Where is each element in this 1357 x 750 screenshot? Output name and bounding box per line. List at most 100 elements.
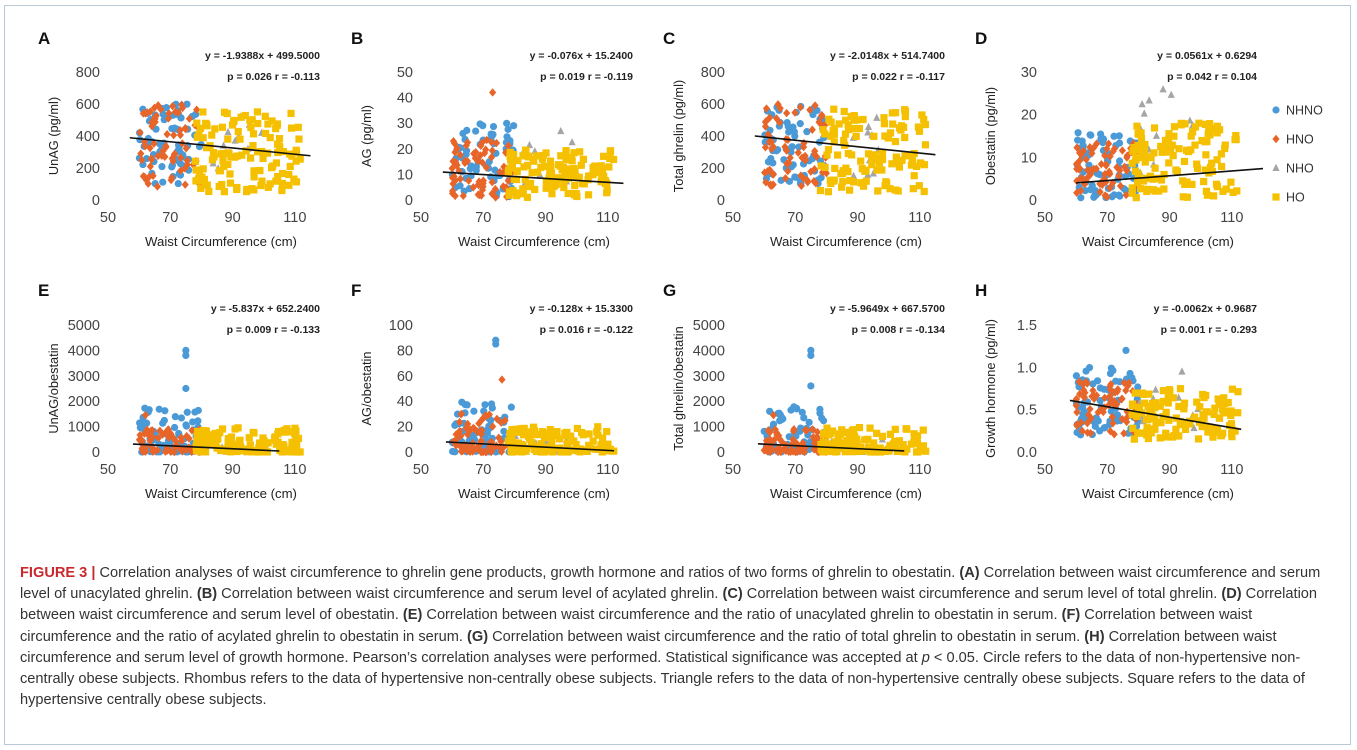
point-hno: [1079, 146, 1088, 156]
point-ho: [901, 133, 909, 142]
point-ho: [226, 179, 235, 187]
point-ho: [921, 120, 930, 129]
point-ho: [250, 186, 258, 194]
x-axis-label-h: Waist Circumference (cm): [1082, 486, 1234, 501]
point-hno: [791, 108, 799, 117]
point-ho: [891, 437, 899, 445]
point-hno: [491, 184, 499, 194]
point-hno: [810, 445, 818, 454]
panel-letter-a: A: [38, 29, 50, 48]
point-ho: [256, 166, 264, 175]
point-ho: [869, 156, 877, 164]
point-hno: [138, 155, 146, 165]
point-ho: [262, 129, 270, 138]
point-ho: [921, 141, 930, 149]
point-ho: [567, 432, 575, 440]
point-ho: [570, 446, 578, 454]
point-hno: [1096, 187, 1104, 197]
point-hno: [475, 419, 483, 428]
point-ho: [1134, 142, 1142, 150]
point-ho: [1193, 164, 1202, 172]
point-ho: [209, 149, 218, 157]
point-ho: [1219, 187, 1227, 195]
point-ho: [230, 116, 238, 125]
point-ho: [589, 437, 597, 445]
point-nhno: [1078, 137, 1086, 145]
caption-text-h: Correlation between waist circumference …: [20, 628, 1277, 666]
point-nhno: [789, 123, 797, 131]
point-hno: [450, 172, 458, 181]
point-ho: [901, 152, 909, 160]
y-tick-label-e: 3000: [68, 369, 100, 385]
x-axis-label-a: Waist Circumference (cm): [145, 234, 297, 249]
point-ho: [864, 150, 873, 158]
point-nhno: [510, 122, 518, 130]
point-ho: [830, 176, 838, 184]
point-ho: [1148, 399, 1156, 408]
point-nhno: [785, 128, 793, 136]
point-ho: [1190, 413, 1199, 421]
point-ho: [1133, 122, 1141, 130]
point-ho: [1188, 180, 1196, 189]
x-axis-label-f: Waist Circumference (cm): [458, 486, 610, 501]
point-ho: [193, 119, 201, 127]
point-hno: [158, 151, 166, 160]
point-ho: [1206, 163, 1215, 172]
point-hno: [154, 433, 162, 443]
point-nhno: [792, 404, 801, 412]
point-ho: [881, 132, 889, 140]
point-ho: [606, 154, 614, 162]
point-ho: [1146, 172, 1154, 180]
point-nhno: [189, 418, 197, 426]
point-nhno: [503, 119, 511, 127]
y-tick-label-c: 400: [701, 129, 725, 145]
point-ho: [1203, 191, 1212, 199]
point-hno: [141, 172, 149, 182]
y-tick-label-c: 200: [701, 161, 725, 177]
point-ho: [1218, 398, 1226, 406]
point-ho: [1157, 176, 1166, 184]
point-ho: [196, 177, 204, 185]
point-ho: [836, 430, 845, 438]
point-ho: [1186, 420, 1194, 428]
point-ho: [269, 162, 277, 170]
y-tick-label-b: 10: [397, 167, 413, 183]
point-ho: [864, 444, 872, 452]
point-ho: [272, 177, 280, 185]
point-hno: [477, 447, 485, 457]
point-ho: [830, 105, 838, 113]
point-ho: [912, 162, 921, 171]
point-ho: [1143, 424, 1151, 432]
point-ho: [237, 443, 245, 451]
point-ho: [1150, 124, 1159, 132]
point-ho: [866, 424, 874, 432]
point-ho: [910, 172, 918, 180]
y-axis-label-g: Total ghrelin/obestatin: [671, 326, 686, 451]
y-tick-label-g: 5000: [693, 318, 725, 334]
point-hno: [466, 425, 474, 435]
point-hno: [1116, 181, 1125, 191]
point-ho: [562, 166, 570, 175]
point-ho: [1162, 148, 1170, 156]
point-hno: [149, 446, 157, 456]
point-hno: [168, 101, 177, 111]
point-hno: [456, 174, 464, 184]
regression-stats-g: p = 0.008 r = -0.134: [852, 324, 946, 336]
point-ho: [534, 168, 542, 176]
point-hno: [459, 446, 467, 455]
y-tick-label-f: 0: [405, 445, 413, 461]
point-hno: [463, 138, 472, 147]
y-tick-label-b: 0: [405, 193, 413, 209]
point-hno: [482, 163, 491, 172]
point-ho: [553, 427, 561, 436]
caption-tag-e: (E): [402, 607, 423, 624]
point-ho: [1209, 433, 1217, 441]
point-nhno: [472, 127, 480, 135]
point-ho: [891, 109, 900, 117]
point-hno: [1083, 428, 1092, 437]
point-ho: [829, 127, 837, 135]
point-ho: [1159, 397, 1167, 406]
point-ho: [895, 163, 903, 171]
point-ho: [1145, 390, 1153, 398]
point-ho: [290, 175, 298, 183]
